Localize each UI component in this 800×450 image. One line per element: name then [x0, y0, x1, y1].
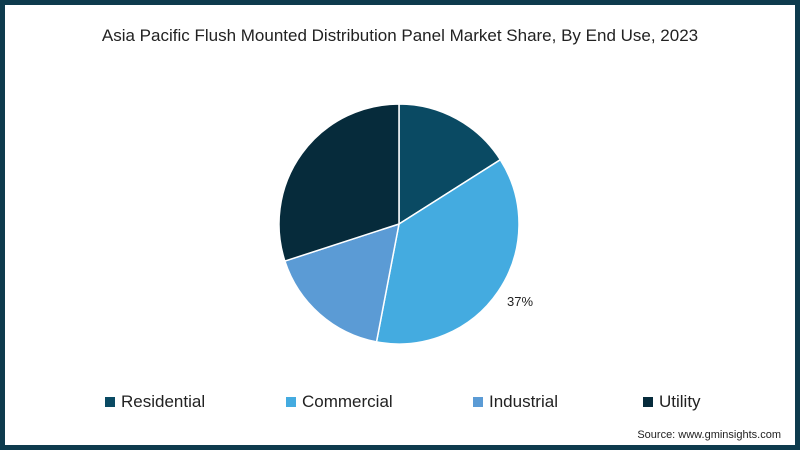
legend: Residential Commercial Industrial Utilit… [5, 392, 795, 416]
legend-swatch-industrial [473, 397, 483, 407]
legend-label: Commercial [302, 392, 393, 411]
legend-swatch-commercial [286, 397, 296, 407]
legend-item-commercial[interactable]: Commercial [286, 392, 393, 412]
legend-label: Residential [121, 392, 206, 411]
legend-swatch-utility [643, 397, 653, 407]
pie-slice-industrial[interactable] [283, 222, 400, 343]
pie-slice-commercial[interactable] [375, 158, 520, 345]
legend-item-utility[interactable]: Utility [643, 392, 701, 412]
legend-label: Utility [659, 392, 701, 411]
pie-slice-residential[interactable] [398, 103, 502, 226]
pie-chart [278, 103, 520, 345]
pie-slice-utility[interactable] [278, 103, 400, 263]
legend-label: Industrial [489, 392, 558, 411]
data-label-commercial: 37% [507, 294, 534, 309]
legend-item-industrial[interactable]: Industrial [473, 392, 558, 412]
chart-title: Asia Pacific Flush Mounted Distribution … [101, 26, 699, 45]
legend-swatch-residential [105, 397, 115, 407]
source-note: Source: www.gminsights.com [637, 429, 781, 441]
legend-item-residential[interactable]: Residential [105, 392, 205, 412]
